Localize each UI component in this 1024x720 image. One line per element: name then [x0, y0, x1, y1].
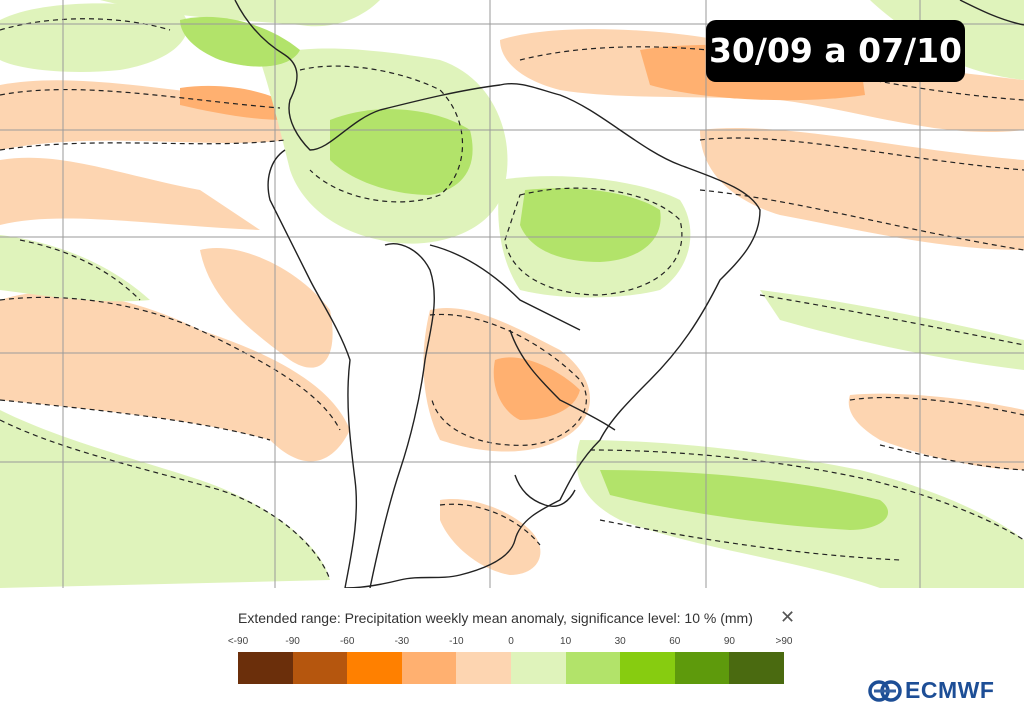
legend-tick-label: 90	[723, 636, 735, 647]
legend-swatch	[729, 652, 784, 684]
legend-swatch	[292, 652, 348, 684]
map-canvas	[0, 0, 1024, 588]
legend-tick-label: >90	[775, 636, 793, 647]
legend-tick-label: 0	[508, 636, 514, 647]
close-icon[interactable]: ✕	[780, 607, 796, 627]
legend-tick-label: 10	[560, 636, 572, 647]
legend-swatch	[620, 652, 675, 684]
legend-color-scale	[238, 652, 784, 684]
legend-tick-label: -10	[449, 636, 464, 647]
strong-wet-areas	[180, 16, 889, 530]
legend-tick-label: -60	[339, 636, 355, 647]
legend-swatch	[565, 652, 621, 684]
legend-tick-label: -90	[285, 636, 300, 647]
legend-tick-label: 30	[614, 636, 626, 647]
legend-swatch	[674, 652, 730, 684]
precipitation-anomaly-map[interactable]	[0, 0, 1024, 588]
legend-swatch	[510, 652, 566, 684]
legend-tick-label: 60	[669, 636, 681, 647]
coastlines	[234, 0, 1024, 588]
legend-tick-label: -30	[394, 636, 410, 647]
legend-swatch	[238, 652, 293, 684]
legend-title: Extended range: Precipitation weekly mea…	[238, 610, 753, 626]
legend-tick-label: <-90	[227, 636, 249, 647]
forecast-period-badge: 30/09 a 07/10	[706, 20, 965, 82]
legend-swatch	[456, 652, 511, 684]
logo-text: ECMWF	[905, 677, 995, 703]
legend-swatch	[347, 652, 402, 684]
legend-swatch	[401, 652, 457, 684]
ecmwf-logo: ECMWF	[868, 677, 994, 704]
ecmwf-logo-icon	[868, 679, 902, 702]
